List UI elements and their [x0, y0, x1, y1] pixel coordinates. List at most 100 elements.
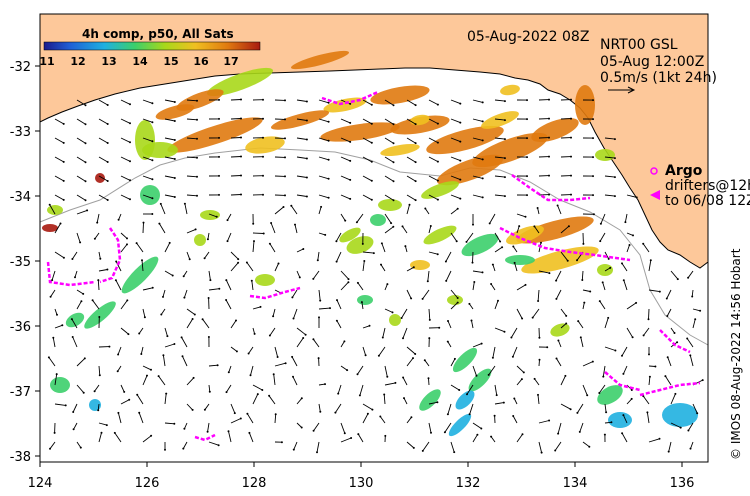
scale-arrow-icon — [608, 86, 636, 94]
sst-patch — [270, 110, 330, 130]
current-vector — [207, 232, 210, 240]
current-vector — [120, 300, 128, 310]
current-vector-head — [49, 447, 51, 450]
current-vector — [340, 118, 351, 124]
current-vector-head — [208, 390, 211, 393]
current-vector-head — [182, 275, 185, 278]
current-vector — [604, 346, 616, 351]
current-vector-head — [658, 290, 661, 293]
current-vector-head — [116, 370, 119, 373]
current-vector — [208, 270, 211, 281]
current-vector-head — [503, 330, 506, 333]
current-vector — [582, 289, 591, 292]
sst-patch — [339, 227, 361, 243]
current-vector-head — [300, 397, 303, 400]
current-vector — [560, 225, 570, 234]
current-vector — [268, 395, 276, 405]
current-vector-head — [383, 393, 386, 396]
current-vector-head — [72, 428, 75, 431]
current-vector — [579, 422, 584, 433]
current-vector — [668, 441, 672, 452]
current-vector-head — [557, 339, 560, 342]
current-vector-head — [317, 357, 320, 360]
current-vector-head — [218, 136, 220, 139]
current-vector — [450, 232, 458, 242]
current-vector — [318, 383, 326, 386]
current-vector-head — [569, 408, 572, 411]
current-vector-head — [98, 374, 101, 377]
current-vector — [472, 281, 475, 291]
current-vector-head — [687, 429, 690, 432]
current-vector-head — [377, 354, 380, 357]
current-vector-head — [239, 417, 242, 420]
sst-patch — [84, 301, 116, 329]
current-vector-head — [548, 98, 550, 101]
current-vector — [666, 308, 672, 317]
current-vector-head — [171, 274, 174, 277]
current-vector-head — [524, 215, 527, 218]
current-vector — [230, 137, 242, 139]
drifter-tracks — [46, 90, 701, 442]
current-vector — [472, 343, 482, 348]
current-vector — [225, 279, 232, 291]
current-vector — [98, 269, 108, 272]
current-vector — [599, 300, 606, 310]
x-axis: 124 126 128 130 132 134 136 — [28, 462, 694, 491]
drifter-track — [511, 173, 591, 202]
current-vector-head — [284, 175, 286, 178]
current-vector-head — [227, 371, 230, 374]
sst-patch — [468, 368, 492, 392]
current-vector — [445, 251, 452, 262]
current-vector — [97, 403, 100, 411]
current-vector-head — [701, 379, 704, 382]
current-vector — [642, 395, 650, 405]
current-vector-head — [360, 301, 363, 304]
current-vector-head — [181, 355, 184, 358]
current-vector-head — [424, 207, 427, 210]
sst-patch — [461, 233, 499, 257]
current-vector-head — [162, 295, 164, 298]
current-vector-head — [335, 240, 338, 243]
current-vector — [340, 270, 349, 280]
current-vector — [406, 417, 412, 424]
current-vector-head — [123, 390, 126, 393]
current-vector — [54, 118, 64, 125]
current-vector-head — [62, 256, 65, 259]
current-vector — [537, 394, 540, 405]
y-tick-37: -37 — [10, 385, 31, 400]
current-vector-head — [366, 412, 369, 415]
current-vector-head — [621, 432, 624, 435]
current-vector — [577, 403, 584, 414]
current-vector-head — [270, 222, 273, 224]
current-vector-head — [96, 221, 99, 224]
current-vector — [424, 359, 430, 367]
current-vector-head — [456, 207, 459, 210]
current-vector — [183, 270, 188, 277]
current-vector — [293, 308, 298, 319]
current-vector — [402, 377, 408, 386]
current-vector — [447, 341, 452, 348]
current-vector — [626, 327, 633, 338]
current-vector-head — [438, 326, 441, 329]
current-vector — [296, 175, 307, 178]
current-vector — [160, 308, 166, 315]
argo-label: Argo — [665, 163, 703, 179]
current-vector-head — [173, 139, 176, 141]
current-vector — [406, 118, 416, 125]
current-vector — [472, 156, 483, 160]
current-vector — [643, 327, 650, 336]
current-vector-head — [349, 178, 352, 181]
sst-patch — [255, 274, 275, 286]
current-vector-head — [182, 447, 185, 450]
current-vector-head — [392, 225, 395, 228]
current-vector — [183, 422, 188, 429]
sst-patch — [200, 210, 220, 220]
current-vector-head — [501, 246, 504, 249]
current-vector — [690, 441, 694, 449]
current-vector-head — [556, 204, 559, 207]
current-vector — [269, 327, 276, 336]
current-vector-head — [226, 219, 229, 222]
current-vector-head — [592, 175, 594, 178]
current-vector-head — [370, 179, 373, 182]
current-vector — [665, 375, 672, 386]
